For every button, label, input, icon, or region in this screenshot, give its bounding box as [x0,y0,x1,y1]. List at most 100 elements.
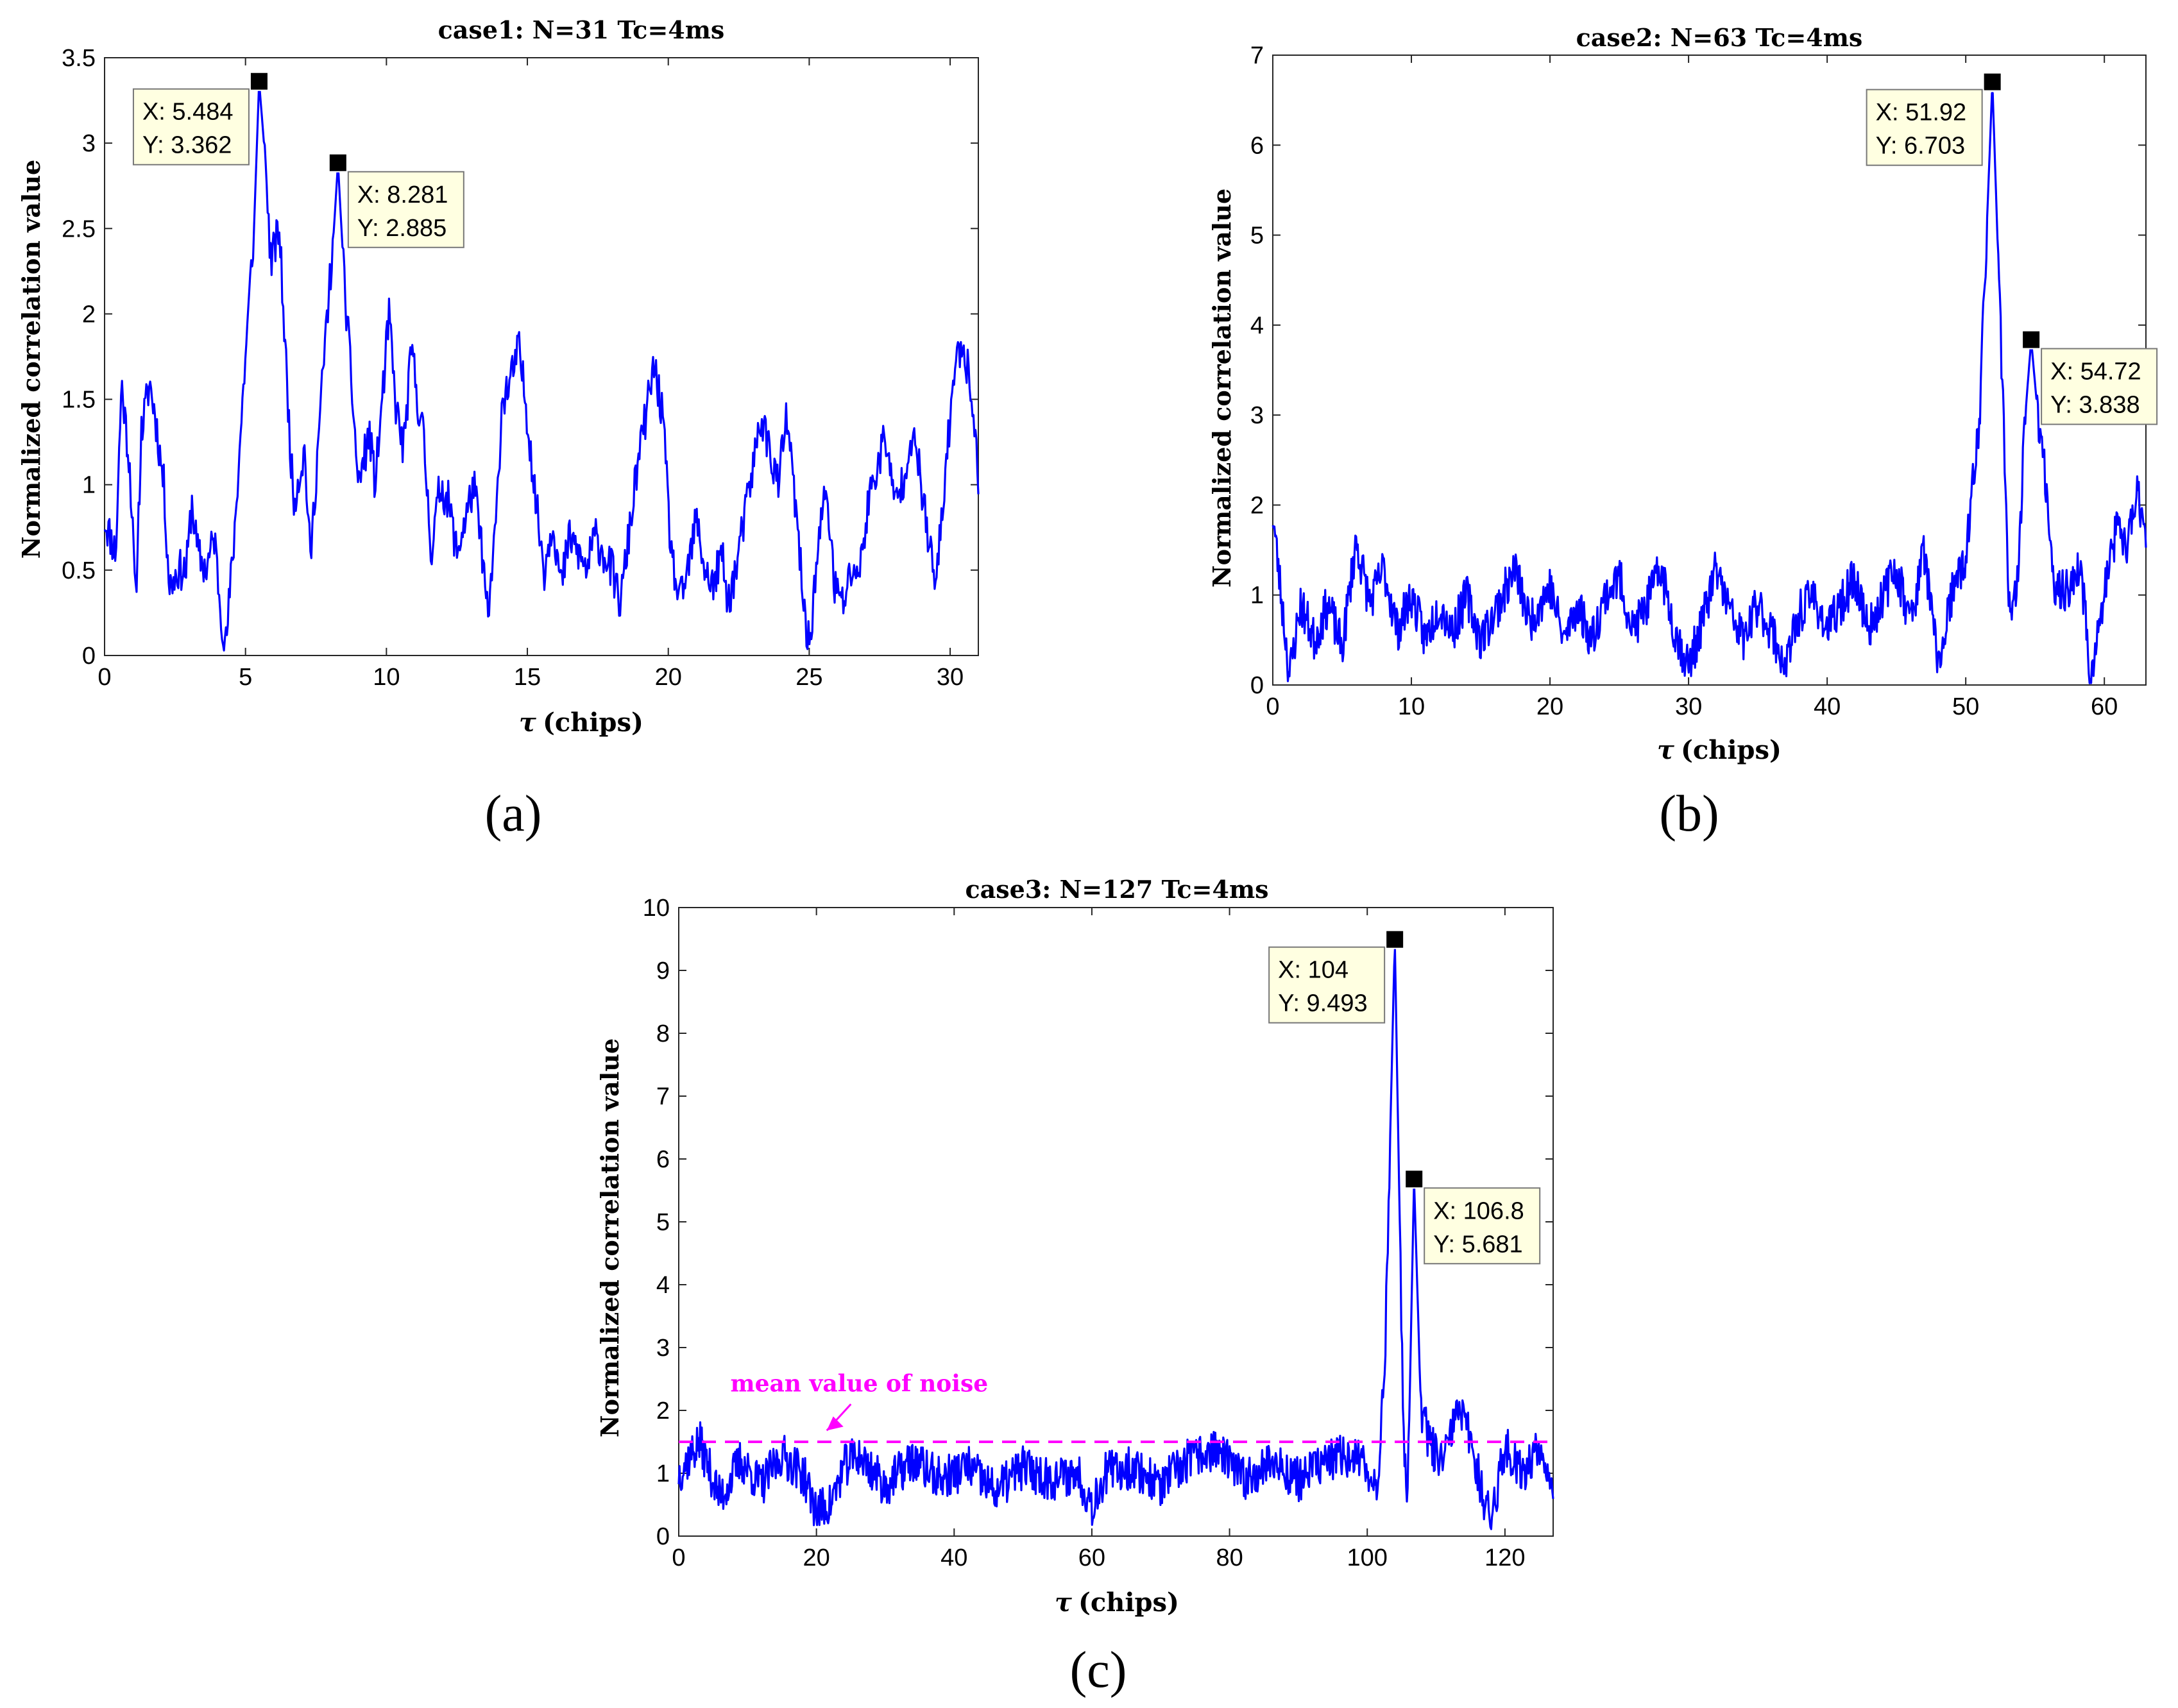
datatip-box [132,88,250,165]
chart-case3: case3: N=127 Tc=4ms 0 20 40 60 80 100 120 0 1 2 3 4… [595,875,1554,1698]
y-tick-label: 1 [656,1460,670,1487]
y-tick-label: 3.5 [62,45,96,72]
plot-area: 0 20 40 60 80 100 120 0 1 2 3 4 5 6 7 8 9 10 mean value of… [643,895,1554,1571]
x-tick-label: 0 [1266,693,1279,720]
x-tick-label: 100 [1347,1544,1388,1571]
x-tick-label: 5 [239,664,252,691]
x-tick-label: 30 [937,664,964,691]
datatip-box [1866,89,1983,166]
x-tick-label: 30 [1675,693,1702,720]
y-tick-label: 1 [1250,582,1264,609]
datatip-marker[interactable] [1404,1169,1424,1189]
x-tick-label: 10 [1398,693,1425,720]
datatip-x-value: X: 5.484 [142,99,234,126]
y-tick-label: 7 [656,1083,670,1110]
datatip-y-value: Y: 3.838 [2050,392,2140,419]
y-tick-label: 5 [1250,223,1264,249]
datatip-marker[interactable] [249,71,269,91]
chart-case1: case1: N=31 Tc=4ms 0 5 10 15 20 25 30 0 0.5 1 1.5 2… [17,15,980,842]
x-axis-label: τ (chips) [1055,1587,1179,1618]
chart-title: case2: N=63 Tc=4ms [1576,23,1863,52]
y-tick-label: 4 [1250,312,1264,339]
series-line [103,86,980,652]
x-tick-label: 50 [1952,693,1979,720]
datatip-marker[interactable] [2021,330,2041,350]
x-axis-label-text: (chips) [1078,1587,1179,1618]
panel-label: (b) [1659,786,1719,842]
chart-title: case3: N=127 Tc=4ms [965,875,1268,904]
datatip-marker[interactable] [1982,72,2002,92]
y-tick-label: 0 [82,643,96,670]
series-line [1272,92,2147,684]
series-line [677,948,1554,1530]
y-axis-label: Normalized correlation value [1207,189,1236,588]
x-axis-label: τ (chips) [519,707,643,738]
datatip-x-value: X: 104 [1278,957,1348,984]
x-tick-label: 10 [373,664,400,691]
x-tick-label: 60 [1078,1544,1105,1571]
panel-label: (c) [1070,1642,1127,1698]
x-tick-label: 40 [1814,693,1841,720]
x-tick-label: 80 [1216,1544,1243,1571]
x-tick-label: 20 [803,1544,830,1571]
plot-area: 0 10 20 30 40 50 60 0 1 2 3 4 5 6 7 X: 51.92 Y: 6.703 X: … [1250,42,2158,720]
x-tick-label: 15 [514,664,541,691]
datatip-marker[interactable] [328,153,348,173]
mean-noise-annotation: mean value of noise [730,1371,988,1398]
y-tick-label: 2 [656,1398,670,1425]
x-tick-label: 25 [795,664,822,691]
y-tick-label: 1.5 [62,387,96,414]
y-tick-label: 6 [1250,132,1264,159]
x-axis-label-text: (chips) [1681,735,1782,765]
x-axis-label: τ (chips) [1657,735,1782,765]
x-axis-symbol: τ [1657,735,1674,765]
y-tick-label: 6 [656,1146,670,1173]
datatip-marker[interactable] [1385,929,1405,949]
x-axis-symbol: τ [1055,1587,1072,1618]
datatip-x-value: X: 8.281 [357,182,448,208]
y-axis-label: Normalized correlation value [17,160,46,559]
x-tick-label: 40 [940,1544,967,1571]
y-tick-label: 3 [656,1335,670,1362]
datatip-box [347,171,464,248]
y-tick-label: 0.5 [62,557,96,584]
datatip-x-value: X: 54.72 [2050,359,2141,385]
y-tick-label: 2 [82,301,96,328]
datatip-box [1268,946,1386,1024]
x-tick-label: 120 [1485,1544,1525,1571]
axes-frame [678,907,1554,1537]
y-tick-label: 3 [82,130,96,157]
y-tick-label: 1 [82,472,96,499]
y-tick-label: 7 [1250,42,1264,69]
datatip-y-value: Y: 3.362 [142,132,232,159]
y-tick-label: 0 [656,1523,670,1550]
y-tick-label: 9 [656,958,670,985]
y-tick-label: 0 [1250,672,1264,699]
y-tick-label: 3 [1250,402,1264,429]
chart-case2: case2: N=63 Tc=4ms 0 10 20 30 40 50 60 0 1 2 3 4 5 6 7… [1207,23,2158,842]
y-tick-label: 2.5 [62,216,96,242]
y-axis-label: Normalized correlation value [595,1038,624,1437]
x-tick-label: 20 [1536,693,1563,720]
x-tick-label: 20 [655,664,682,691]
y-tick-label: 8 [656,1020,670,1047]
plot-area: 0 5 10 15 20 25 30 0 0.5 1 1.5 2 2.5 3 3.5 X: 5.484 Y: 3… [62,45,980,691]
y-tick-label: 10 [643,895,670,922]
y-tick-label: 5 [656,1209,670,1236]
datatip-y-value: Y: 9.493 [1278,990,1367,1017]
panel-label: (a) [485,786,542,842]
x-tick-label: 60 [2091,693,2118,720]
datatip-x-value: X: 106.8 [1433,1197,1524,1224]
y-tick-label: 4 [656,1272,670,1299]
y-tick-label: 2 [1250,492,1264,519]
annotation-arrow-head [826,1416,844,1431]
datatip-y-value: Y: 6.703 [1876,133,1965,160]
datatip-x-value: X: 51.92 [1876,99,1967,126]
x-tick-label: 0 [98,664,111,691]
datatip-y-value: Y: 2.885 [357,215,447,242]
datatip-box [2041,348,2158,425]
chart-title: case1: N=31 Tc=4ms [438,15,725,44]
datatip-box [1424,1187,1541,1265]
x-axis-label-text: (chips) [543,707,643,738]
